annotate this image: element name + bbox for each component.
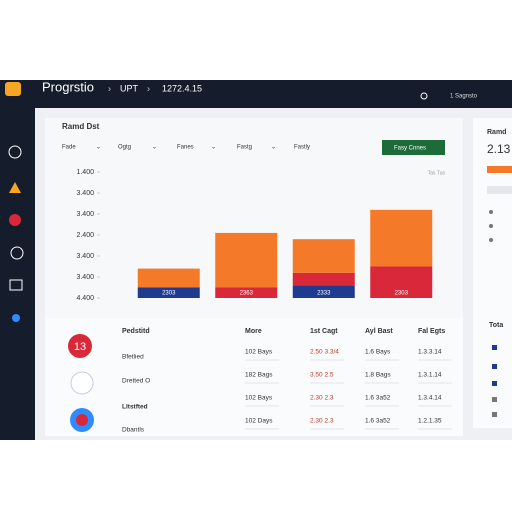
crumb[interactable]: 1272.4.15	[162, 83, 202, 93]
badge	[68, 334, 92, 358]
y-tick-label: 2.400	[76, 232, 94, 239]
cell: 2.30 2.3	[310, 395, 334, 402]
column-header: 1st Cagt	[310, 328, 338, 335]
cell: 1.3.1.14	[418, 372, 442, 379]
cell: 3.50 2.5	[310, 372, 334, 379]
side-icon	[492, 364, 497, 369]
side-value: 2.13	[487, 142, 511, 156]
side-dot	[489, 210, 493, 214]
chart: 4.400 3.400 3.400 2.400 3.400 3.400 1.400 2303 2…	[76, 169, 433, 302]
side-section: Tota	[489, 322, 503, 329]
side-field	[487, 186, 512, 194]
filter[interactable]: Fanes	[177, 145, 194, 151]
side-dot	[489, 224, 493, 228]
filter[interactable]: Fastg	[237, 145, 252, 151]
bar-segment	[292, 239, 355, 273]
nav-icon[interactable]	[8, 145, 22, 159]
filter[interactable]: Ogtg	[118, 145, 131, 151]
bar-label: 2303	[162, 291, 176, 297]
bar-segment	[215, 232, 278, 288]
column-header: Ayl Bast	[365, 328, 393, 335]
bar-segment	[292, 285, 355, 298]
side-bar	[487, 166, 512, 173]
filter-caret[interactable]: ⌄	[211, 145, 216, 151]
nav-icon[interactable]	[10, 246, 24, 260]
table: Pedstitd More 1st Cagt Ayl Bast Fal Egts Bfet…	[122, 328, 452, 434]
logo	[5, 82, 21, 96]
row-name: Lltstfted	[122, 404, 148, 411]
filter[interactable]: Fastly	[294, 145, 310, 151]
sidebar	[0, 80, 35, 440]
column-header: Fal Egts	[418, 328, 445, 335]
side-icon	[492, 412, 497, 417]
side-icon	[492, 381, 497, 386]
cell: 102 Days	[245, 418, 273, 425]
crumb-sep: ›	[108, 83, 111, 93]
nav-icon[interactable]	[9, 214, 21, 226]
row-icon	[70, 371, 94, 395]
side-title: Ramd	[487, 129, 506, 136]
side-icon	[492, 345, 497, 350]
cell: 1.3.4.14	[418, 395, 442, 402]
cell: 1.2.1.35	[418, 418, 442, 425]
column-header: More	[245, 328, 262, 335]
side-icon	[492, 397, 497, 402]
cell: 1.3.3.14	[418, 349, 442, 356]
bar-segment	[370, 209, 433, 267]
bar-segment	[370, 266, 433, 298]
y-tick-label: 3.400	[76, 274, 94, 281]
filter-caret[interactable]: ⌄	[96, 145, 101, 151]
side-dot	[489, 238, 493, 242]
nav-icon[interactable]	[12, 314, 20, 322]
y-tick-label: 1.400	[76, 169, 94, 176]
cell: 1.6 3a52	[365, 418, 391, 425]
cell: 1.6 3a52	[365, 395, 391, 402]
bar-segment	[137, 287, 200, 298]
badge-label: 13	[74, 341, 86, 353]
filter[interactable]: Fade	[62, 145, 76, 151]
icon[interactable]	[420, 92, 428, 100]
y-tick-label: 3.400	[76, 211, 94, 218]
filter-caret[interactable]: ⌄	[152, 145, 157, 151]
crumb-sep: ›	[147, 83, 150, 93]
cell: 182 Bags	[245, 372, 273, 379]
bar-label: 2303	[395, 291, 409, 297]
y-tick-label: 3.400	[76, 253, 94, 260]
brand: Progrstio	[42, 79, 94, 94]
y-tick-label: 3.400	[76, 190, 94, 197]
bar-label: 2363	[240, 291, 254, 297]
nav-icon[interactable]	[9, 279, 23, 291]
nav-icon[interactable]	[9, 182, 21, 193]
button-label[interactable]: Fasy Cnnes	[394, 146, 426, 152]
bar-segment	[292, 272, 355, 286]
card-title: Ramd Dst	[62, 122, 100, 131]
filter-caret[interactable]: ⌄	[271, 145, 276, 151]
cell: 1.6 Bays	[365, 349, 391, 356]
crumb[interactable]: UPT	[120, 83, 139, 93]
cell: 2.30 2.3	[310, 418, 334, 425]
bar-segment	[137, 268, 200, 288]
cell: 2.50 3.3/4	[310, 349, 339, 356]
column-header: Pedstitd	[122, 328, 150, 335]
cell: 102 Bays	[245, 395, 273, 402]
row-name: Bfetlied	[122, 354, 144, 361]
user[interactable]: 1 Sagnsto	[450, 94, 478, 100]
filters: Fade ⌄ Ogtg ⌄ Fanes ⌄ Fastg ⌄ Fastly	[62, 145, 310, 151]
table-card	[45, 318, 463, 436]
button[interactable]	[382, 140, 445, 155]
cell: 1.8 Bags	[365, 372, 391, 379]
bar-segment	[215, 287, 278, 298]
row-name: Dbantls	[122, 427, 145, 434]
bar-label: 2333	[317, 291, 331, 297]
cell: 102 Bays	[245, 349, 273, 356]
row-icon	[76, 414, 88, 426]
y-tick-label: 4.400	[76, 295, 94, 302]
row-name: Dretted O	[122, 378, 150, 385]
chart-note: Tas Tus	[428, 170, 446, 176]
